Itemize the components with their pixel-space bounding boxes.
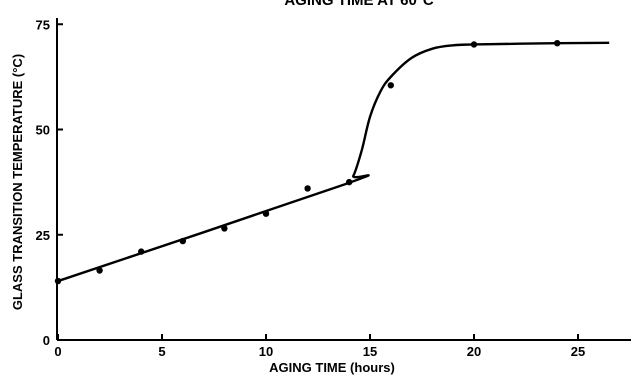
x-tick-label: 5: [158, 344, 165, 359]
x-tick-label: 0: [54, 344, 61, 359]
y-tick-label: 50: [36, 123, 50, 138]
data-point: [262, 210, 270, 217]
data-point: [221, 225, 228, 232]
x-tick-label: 20: [467, 344, 481, 359]
x-tick-label: 10: [259, 344, 273, 359]
trend-line: [57, 41, 610, 283]
data-point: [346, 178, 353, 186]
y-ticks: 0 25 50 75: [36, 17, 63, 348]
data-point: [554, 39, 561, 47]
data-points: [54, 39, 561, 285]
y-tick-label: 25: [36, 228, 50, 243]
y-tick-label: 75: [36, 17, 50, 32]
chart-title: AGING TIME AT 60°C: [284, 0, 434, 9]
data-point: [54, 277, 62, 285]
y-axis-label: GLASS TRANSITION TEMPERATURE (°C): [10, 54, 25, 310]
data-point: [387, 82, 394, 89]
y-tick-label: 0: [43, 333, 50, 348]
data-point: [304, 185, 311, 192]
x-ticks: 0 5 10 15 20 25: [54, 334, 585, 359]
data-point: [96, 267, 103, 274]
x-axis-label: AGING TIME (hours): [269, 360, 395, 375]
x-tick-label: 15: [363, 344, 377, 359]
x-tick-label: 25: [571, 344, 585, 359]
data-point: [470, 41, 478, 48]
data-point: [179, 237, 186, 245]
data-point: [138, 248, 145, 255]
